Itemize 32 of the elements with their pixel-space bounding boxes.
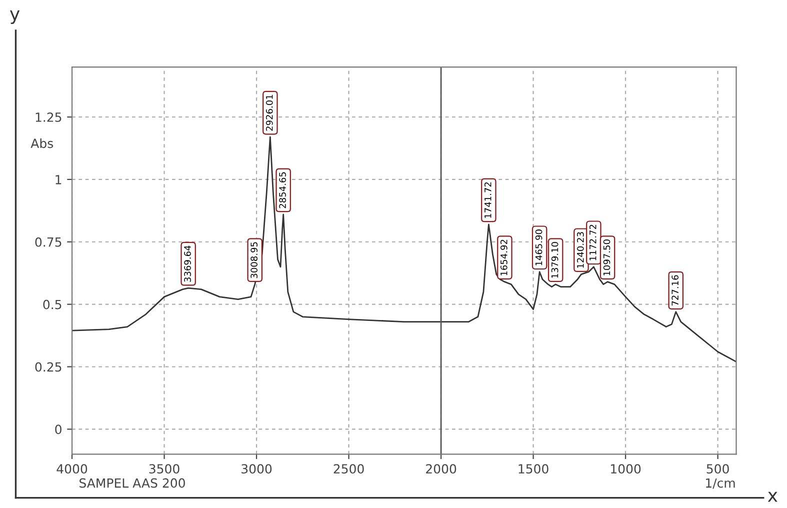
annotation: 1172.72 — [589, 224, 596, 260]
y-tick-label: 0.5 — [43, 300, 62, 310]
x-tick-label: 2500 — [334, 464, 364, 474]
y-tick-label: 1 — [56, 175, 62, 184]
text: SAMPEL AAS 200 — [80, 478, 185, 488]
text: y — [10, 10, 20, 24]
annotation: 2854.65 — [279, 172, 286, 208]
y-axis-title: Abs — [30, 138, 54, 148]
x-tick-label: 2000 — [426, 464, 456, 474]
annotation: 1741.72 — [484, 182, 492, 218]
annotation: 1240.23 — [577, 232, 584, 268]
annotation: 1654.92 — [500, 240, 508, 276]
x-axis-title: 1/cm — [706, 478, 735, 489]
line-series — [72, 136, 736, 362]
y-tick-label: 0.75 — [35, 237, 62, 247]
annotation: 1379.10 — [551, 242, 558, 278]
annotation: 3369.64 — [184, 246, 191, 282]
y-tick-label: 1.25 — [36, 112, 62, 122]
text: x — [768, 492, 778, 502]
x-tick-label: 500 — [706, 464, 729, 474]
annotation: 3008.95 — [250, 242, 258, 278]
x-tick-label: 4000 — [56, 464, 88, 474]
annotation: 1465.90 — [535, 230, 542, 266]
x-tick-label: 1000 — [611, 464, 641, 474]
x-tick-label: 3500 — [149, 464, 180, 474]
x-tick-label: 1500 — [518, 464, 548, 474]
y-tick-label: 0.25 — [35, 362, 62, 372]
x-tick-label: 3000 — [242, 464, 272, 474]
annotation: 727.16 — [672, 275, 678, 306]
annotation: 2926.01 — [266, 94, 273, 131]
y-tick-label: 0 — [55, 424, 62, 434]
annotation: 1097.50 — [603, 240, 610, 276]
